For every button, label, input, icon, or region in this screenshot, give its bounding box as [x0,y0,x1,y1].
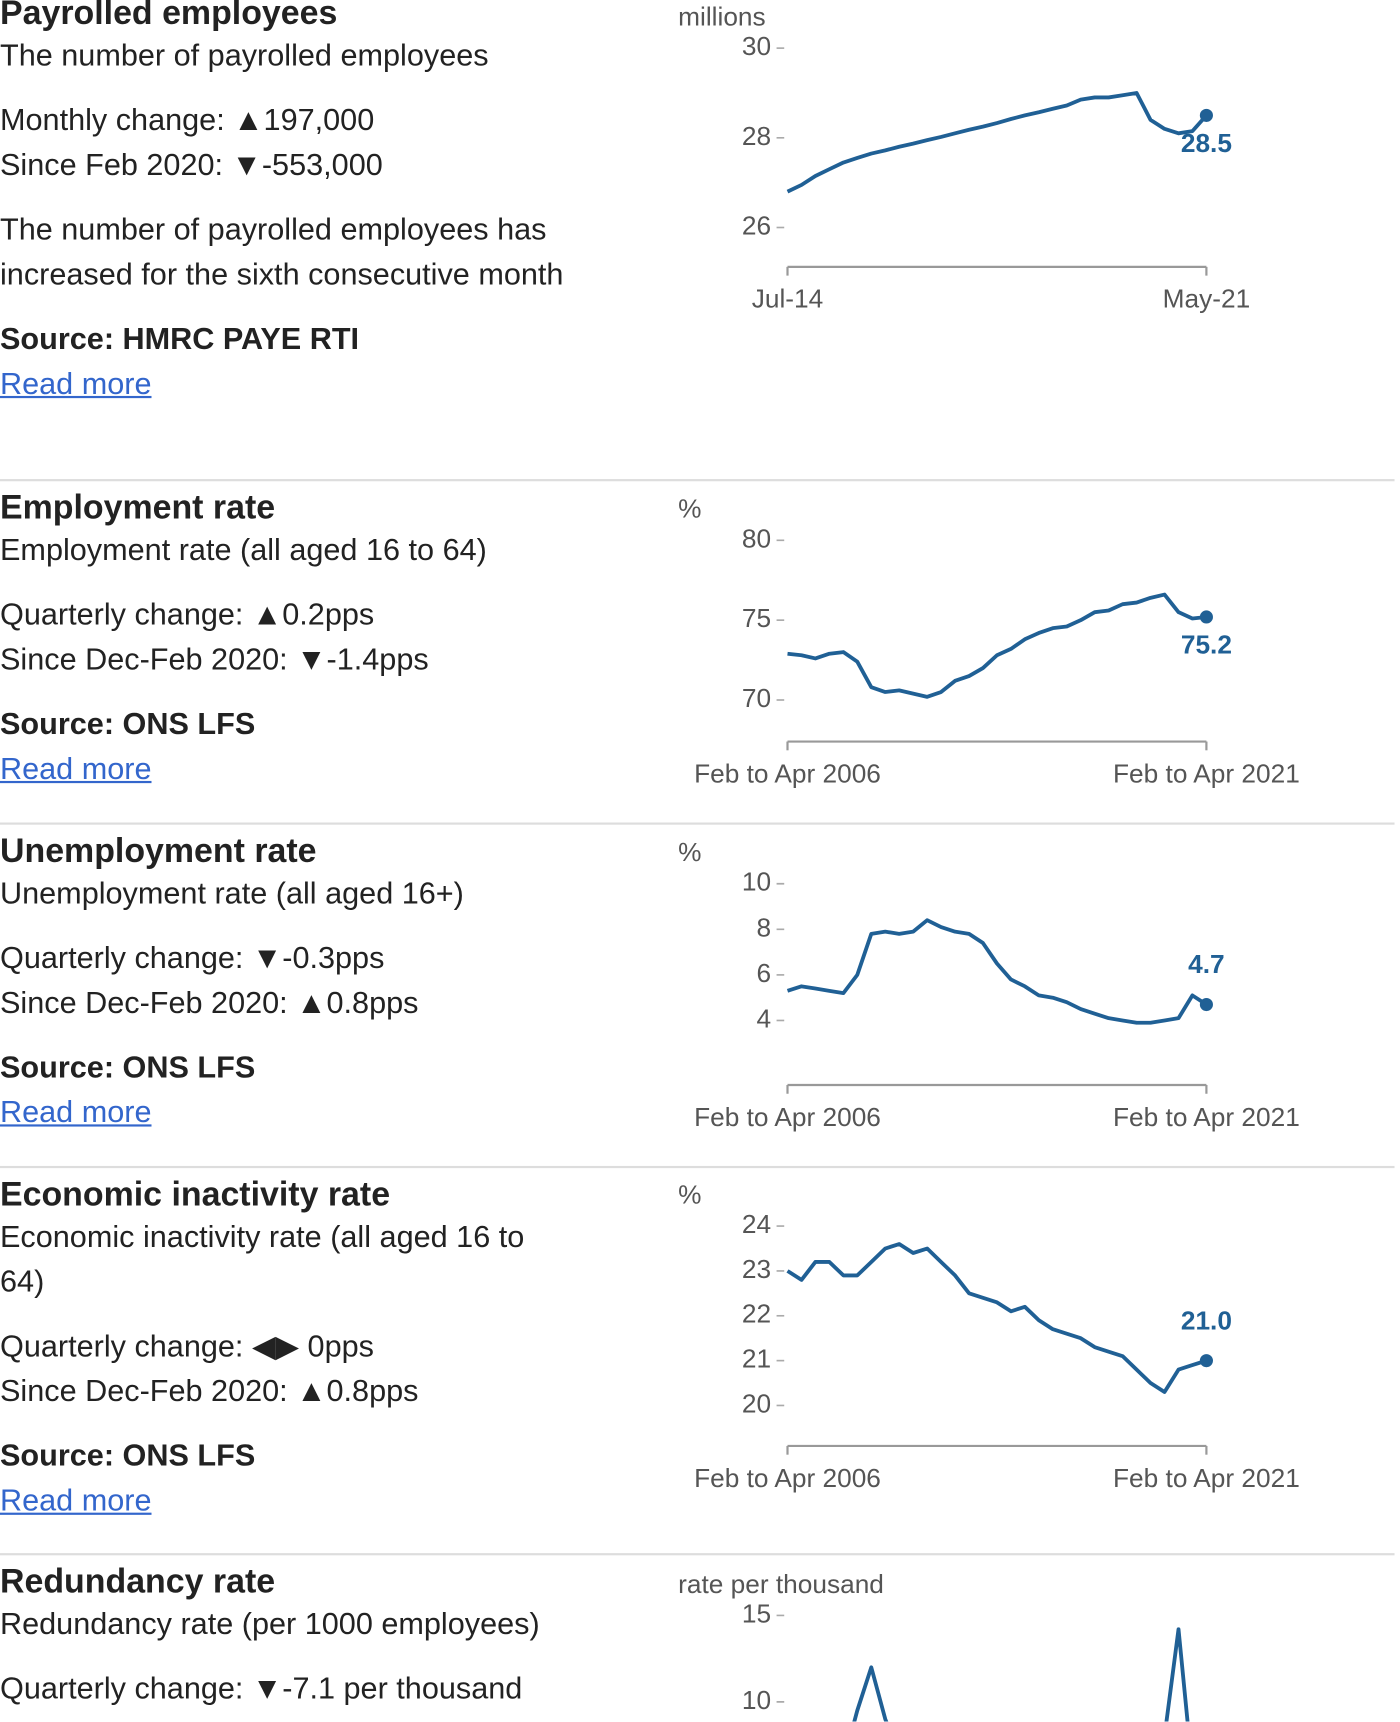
section: Employment rate Employment rate (all aged… [0,479,1400,822]
section-subtitle: Employment rate (all aged 16 to 64) [0,532,487,567]
change-line: Quarterly change: ◀▶ 0pps [0,1328,374,1363]
change-line: Since Feb 2020: ▼-553,000 [0,147,383,182]
chart: % 4 6 8 10 Feb to Apr 2006 Feb to Apr 2021 4.7 [678,837,1300,1132]
divider [0,479,1395,482]
data-line [786,918,1208,1025]
y-axis-label: % [678,1180,701,1210]
change-group: Quarterly change: ▲0.2pps Since Dec-Feb 2… [0,592,569,682]
change-group: Quarterly change: ▼-0.3pps Since Dec-Feb … [0,935,569,1025]
change-line: Since Dec-Feb 2020: ▲0.8pps [0,985,419,1020]
section-subtitle: Unemployment rate (all aged 16+) [0,876,464,910]
section-text: Employment rate Employment rate (all aged… [0,479,569,791]
read-more-link[interactable]: Read more [0,1483,152,1518]
read-more-link[interactable]: Read more [0,751,152,786]
source: Source: ONS LFS [0,1050,256,1084]
change-group: Quarterly change: ▼-7.1 per thousand [0,1666,569,1711]
divider [0,1553,1395,1556]
divider [0,822,1395,825]
last-point [1199,1354,1213,1368]
change-group: Monthly change: ▲197,000 Since Feb 2020: … [0,97,569,187]
x-tick-label: Jul-14 [752,284,824,314]
y-tick-label: 26 [742,210,771,240]
change-line: Quarterly change: ▲0.2pps [0,597,375,632]
x-tick-label: Feb to Apr 2006 [694,758,881,788]
chart: % 70 75 80 Feb to Apr 2006 Feb to Apr 2021 75.… [678,494,1300,789]
source: Source: ONS LFS [0,1438,256,1473]
x-tick-label: Feb to Apr 2006 [694,1463,881,1493]
y-tick-label: 80 [742,523,771,553]
change-line: Since Dec-Feb 2020: ▼-1.4pps [0,642,429,676]
last-point [1199,108,1213,122]
data-line [786,1242,1207,1394]
section-title: Redundancy rate [0,1561,276,1601]
y-tick-label: 23 [742,1254,771,1284]
change-line: Monthly change: ▲197,000 [0,102,375,137]
y-axis-label: % [678,494,701,524]
y-tick-label: 24 [742,1209,771,1239]
section-subtitle: Redundancy rate (per 1000 employees) [0,1606,540,1641]
data-line [852,1627,1190,1722]
section-text: Economic inactivity rate Economic inactiv… [0,1166,569,1523]
section: Payrolled employees The number of payroll… [0,0,1400,479]
section-title: Employment rate [0,487,276,527]
y-tick-label: 15 [742,1598,771,1628]
section-subtitle: The number of payrolled employees [0,38,489,73]
x-tick-label: May-21 [1163,284,1251,314]
last-point [1199,997,1213,1012]
x-tick-label: Feb to Apr 2021 [1113,1102,1300,1132]
y-axis-label: rate per thousand [678,1569,884,1599]
y-tick-label: 22 [742,1299,771,1329]
last-value-label: 21.0 [1181,1305,1232,1335]
y-axis-label: % [678,837,701,867]
y-tick-label: 4 [756,1003,771,1033]
y-tick-label: 28 [742,121,771,151]
change-group: Quarterly change: ◀▶ 0pps Since Dec-Feb 2… [0,1323,569,1413]
data-line [786,91,1208,194]
section: Redundancy rate Redundancy rate (per 1000… [0,1553,1400,1722]
section-title: Economic inactivity rate [0,1174,391,1213]
section: Unemployment rate Unemployment rate (all … [0,823,1400,1166]
y-tick-label: 75 [742,603,771,633]
change-line: Since Dec-Feb 2020: ▲0.8pps [0,1373,419,1408]
x-tick-label: Feb to Apr 2021 [1113,1463,1300,1493]
y-tick-label: 30 [742,31,771,61]
section-text: Payrolled employees The number of payroll… [0,0,569,406]
y-tick-label: 6 [756,958,771,988]
x-tick-label: Feb to Apr 2021 [1113,758,1300,788]
last-value-label: 75.2 [1181,629,1232,659]
change-line: Quarterly change: ▼-7.1 per thousand [0,1671,523,1706]
last-point [1199,610,1213,624]
section-subtitle: Economic inactivity rate (all aged 16 to… [0,1219,525,1299]
chart: % 20 21 22 23 24 Feb to Apr 2006 Feb to Apr 202… [678,1180,1300,1493]
change-line: Quarterly change: ▼-0.3pps [0,940,385,975]
description: The number of payrolled employees has in… [0,212,564,291]
chart: millions 26 28 30 Jul-14 May-21 28.5 [678,2,1251,314]
chart: rate per thousand 10 15 [678,1569,1190,1722]
section-text: Redundancy rate Redundancy rate (per 1000… [0,1553,569,1711]
y-tick-label: 20 [742,1388,771,1418]
last-value-label: 28.5 [1181,128,1232,158]
y-axis-label: millions [678,2,766,32]
source: Source: ONS LFS [0,706,256,741]
y-tick-label: 8 [756,912,771,942]
y-tick-label: 21 [742,1344,771,1374]
section-title: Unemployment rate [0,831,317,870]
source: Source: HMRC PAYE RTI [0,321,360,356]
y-tick-label: 10 [742,1685,771,1715]
y-tick-label: 70 [742,683,771,713]
section-text: Unemployment rate Unemployment rate (all … [0,823,569,1135]
x-tick-label: Feb to Apr 2006 [694,1102,881,1132]
read-more-link[interactable]: Read more [0,1094,152,1129]
section-title: Payrolled employees [0,0,338,32]
read-more-link[interactable]: Read more [0,366,152,401]
section: Economic inactivity rate Economic inactiv… [0,1166,1400,1553]
last-value-label: 4.7 [1188,949,1225,979]
divider [0,1165,1395,1169]
data-line [787,592,1207,699]
y-tick-label: 10 [742,867,771,897]
